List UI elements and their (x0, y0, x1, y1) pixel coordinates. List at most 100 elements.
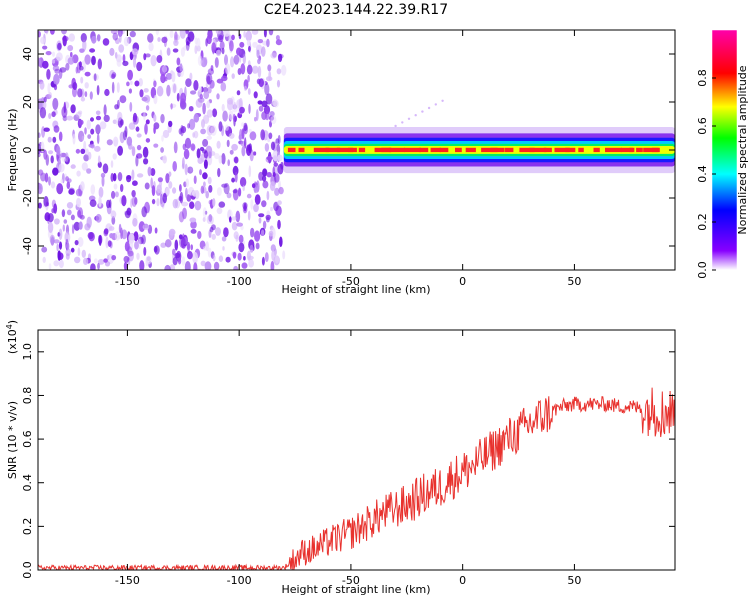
noise-speckle (53, 125, 60, 133)
noise-speckle (199, 93, 203, 100)
noise-speckle (103, 228, 109, 235)
noise-speckle (75, 66, 79, 74)
noise-speckle (58, 228, 63, 241)
noise-speckle (201, 149, 207, 154)
noise-speckle (128, 233, 135, 244)
noise-speckle (67, 57, 75, 65)
signal-peak-segment (578, 147, 584, 153)
noise-speckle (189, 72, 193, 81)
noise-speckle (107, 240, 112, 248)
noise-speckle (243, 31, 246, 38)
noise-speckle (53, 73, 60, 85)
noise-speckle (231, 143, 239, 151)
noise-speckle (235, 210, 241, 223)
noise-speckle (85, 148, 89, 156)
noise-speckle (136, 144, 142, 151)
noise-speckle (75, 188, 82, 197)
noise-speckle (96, 85, 100, 96)
noise-speckle (42, 256, 46, 263)
spectrogram-noise-region (38, 30, 287, 270)
noise-speckle (134, 80, 140, 87)
noise-speckle (136, 61, 143, 72)
noise-speckle (225, 256, 231, 263)
noise-speckle (193, 80, 199, 91)
signal-peak-segment (643, 147, 659, 153)
noise-speckle (181, 201, 189, 207)
noise-speckle (43, 96, 47, 103)
noise-speckle (98, 196, 102, 208)
y-tick-label: 0.6 (21, 430, 34, 448)
noise-speckle (211, 42, 217, 54)
noise-speckle (146, 255, 152, 265)
noise-speckle (114, 104, 119, 110)
noise-speckle (119, 95, 127, 104)
noise-speckle (41, 246, 48, 253)
noise-speckle (42, 45, 48, 50)
noise-speckle (63, 101, 66, 114)
noise-speckle (194, 37, 198, 45)
noise-speckle (241, 262, 248, 269)
y-tick-label: 20 (21, 95, 34, 109)
noise-speckle (268, 115, 275, 121)
noise-speckle (202, 172, 208, 180)
noise-speckle (131, 190, 136, 198)
noise-speckle (239, 106, 245, 114)
noise-speckle (53, 203, 58, 214)
noise-speckle (52, 167, 59, 176)
noise-speckle (97, 58, 103, 70)
noise-speckle (56, 52, 63, 62)
noise-speckle (90, 184, 96, 195)
faint-echo-point (427, 106, 431, 110)
signal-peak-segment (336, 147, 354, 153)
noise-speckle (216, 187, 222, 196)
noise-speckle (270, 244, 276, 252)
noise-speckle (261, 100, 268, 108)
noise-speckle (245, 30, 252, 42)
noise-speckle (45, 51, 52, 56)
noise-speckle (91, 35, 97, 44)
noise-speckle (268, 30, 274, 36)
noise-speckle (131, 196, 137, 207)
noise-speckle (221, 103, 225, 112)
noise-speckle (249, 244, 254, 253)
noise-speckle (260, 129, 266, 141)
noise-speckle (236, 47, 242, 56)
signal-peak-segment (629, 147, 635, 153)
noise-speckle (241, 146, 246, 157)
noise-speckle (112, 173, 117, 182)
signal-peak-segment (554, 147, 570, 153)
snr-y-ticks: 0.0 0.2 0.4 0.6 0.8 1.0 (21, 343, 675, 579)
noise-speckle (80, 97, 86, 102)
noise-speckle (197, 230, 202, 240)
noise-speckle (66, 181, 71, 189)
noise-speckle (80, 33, 87, 43)
noise-speckle (106, 255, 110, 261)
noise-speckle (131, 48, 139, 56)
noise-speckle (111, 255, 117, 261)
noise-speckle (274, 187, 280, 196)
noise-speckle (248, 259, 255, 268)
noise-speckle (212, 108, 218, 118)
noise-speckle (216, 93, 220, 100)
noise-speckle (143, 246, 147, 256)
noise-speckle (46, 68, 51, 80)
noise-speckle (238, 234, 244, 244)
noise-speckle (222, 110, 228, 122)
noise-speckle (185, 78, 192, 87)
noise-speckle (38, 143, 42, 155)
noise-speckle (81, 249, 87, 258)
noise-speckle (227, 159, 230, 167)
noise-speckle (254, 194, 261, 205)
noise-speckle (228, 110, 234, 121)
noise-speckle (127, 69, 133, 81)
noise-speckle (229, 40, 234, 52)
noise-speckle (200, 57, 208, 68)
noise-speckle (123, 36, 130, 47)
noise-speckle (266, 156, 273, 161)
signal-peak-segment (430, 147, 441, 153)
noise-speckle (80, 214, 85, 220)
noise-speckle (264, 83, 270, 96)
noise-speckle (151, 198, 156, 205)
noise-speckle (128, 88, 132, 94)
noise-speckle (56, 145, 61, 156)
